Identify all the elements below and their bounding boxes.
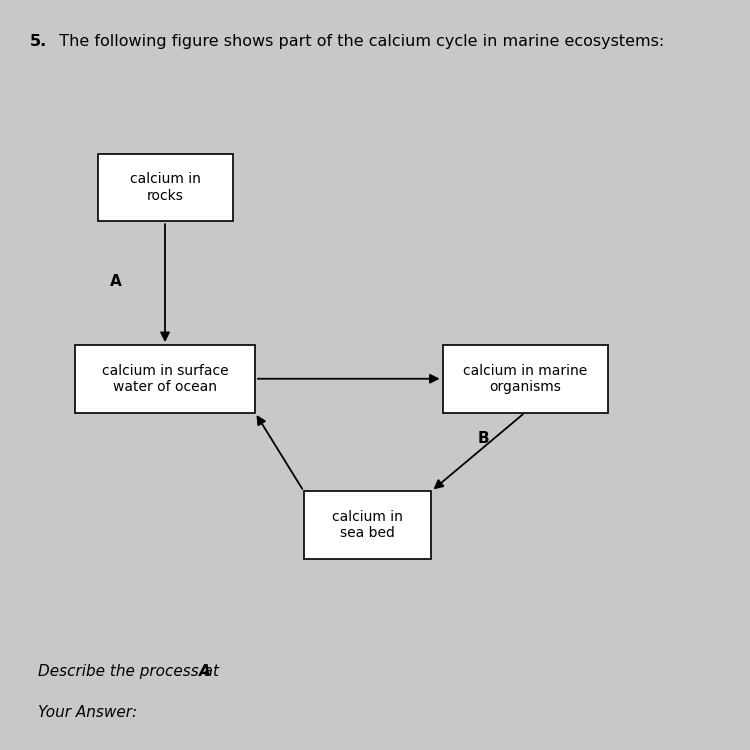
Text: A: A <box>199 664 211 679</box>
FancyBboxPatch shape <box>98 154 232 221</box>
Text: B: B <box>478 431 490 446</box>
Text: calcium in
rocks: calcium in rocks <box>130 172 200 202</box>
FancyBboxPatch shape <box>75 345 255 412</box>
Text: Your Answer:: Your Answer: <box>38 705 136 720</box>
Text: calcium in
sea bed: calcium in sea bed <box>332 510 403 540</box>
Text: A: A <box>110 274 122 289</box>
Text: Describe the process at: Describe the process at <box>38 664 224 679</box>
Text: calcium in marine
organisms: calcium in marine organisms <box>463 364 587 394</box>
Text: calcium in surface
water of ocean: calcium in surface water of ocean <box>102 364 228 394</box>
FancyBboxPatch shape <box>442 345 608 412</box>
Text: 5.: 5. <box>30 34 47 49</box>
FancyBboxPatch shape <box>304 491 431 559</box>
Text: The following figure shows part of the calcium cycle in marine ecosystems:: The following figure shows part of the c… <box>49 34 664 49</box>
